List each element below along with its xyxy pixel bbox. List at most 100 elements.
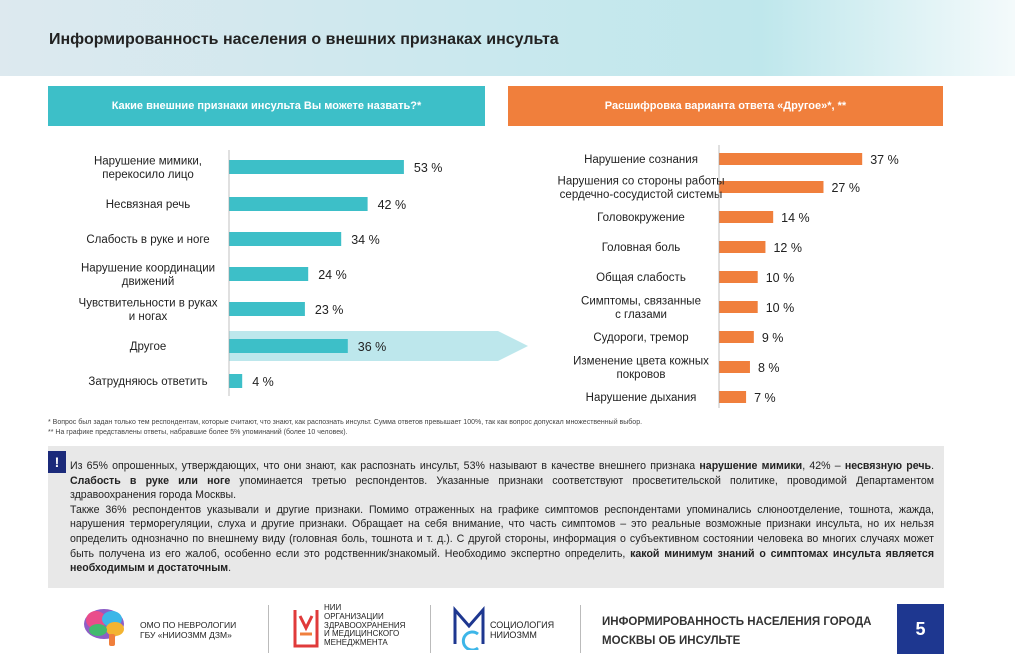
footer-org-1-line: ОМО ПО НЕВРОЛОГИИ bbox=[140, 620, 237, 630]
left-bar bbox=[229, 339, 348, 353]
right-bar-value: 12 % bbox=[773, 241, 802, 255]
right-bar-value: 10 % bbox=[766, 271, 795, 285]
note-bold-speech: несвязную речь bbox=[844, 460, 932, 472]
footer-org-2-line: НИИ bbox=[324, 603, 342, 612]
footer-org-1-line: ГБУ «НИИОЗММ ДЗМ» bbox=[140, 630, 232, 640]
footnote-1: * Вопрос был задан только тем респондент… bbox=[48, 419, 643, 426]
nii-logo-icon bbox=[293, 610, 319, 648]
exclamation-icon: ! bbox=[48, 451, 66, 473]
right-bar-value: 10 % bbox=[766, 301, 795, 315]
left-bar-label: движений bbox=[122, 276, 175, 288]
right-bar-label: Нарушения со стороны работы bbox=[558, 175, 725, 187]
right-bar-value: 7 % bbox=[754, 391, 776, 405]
footer-org-2: НИИ ОРГАНИЗАЦИИ ЗДРАВООХРАНЕНИЯ И МЕДИЦИ… bbox=[324, 603, 406, 648]
footer-org-2-line: МЕНЕДЖМЕНТА bbox=[324, 638, 388, 648]
footer-title-line: Информированность населения города bbox=[602, 616, 872, 628]
right-bar bbox=[719, 301, 758, 313]
footnote-2: ** На графике представлены ответы, набра… bbox=[48, 428, 348, 436]
right-bar-label: с глазами bbox=[615, 309, 667, 321]
footer-title: Информированность населения города Москв… bbox=[602, 613, 871, 651]
note-text-span: . bbox=[931, 460, 935, 472]
note-paragraph-1: Из 65% опрошенных, утверждающих, что они… bbox=[70, 459, 934, 503]
note-text: Из 65% опрошенных, утверждающих, что они… bbox=[70, 459, 934, 576]
right-bar-label: Изменение цвета кожных bbox=[573, 355, 709, 367]
right-bar-label: Судороги, тремор bbox=[593, 332, 688, 344]
left-bar-value: 24 % bbox=[318, 268, 347, 282]
left-bar-label: Другое bbox=[130, 341, 167, 353]
right-bar-label: покровов bbox=[617, 369, 666, 381]
charts-canvas: 53 % Нарушение мимики, перекосило лицо 42 %… bbox=[79, 145, 899, 408]
brain-logo-icon bbox=[84, 609, 124, 646]
note-bold-facial: нарушение мимики bbox=[699, 460, 803, 472]
page-title: Информированность населения о внешних пр… bbox=[49, 31, 559, 48]
left-bar-label: Несвязная речь bbox=[106, 199, 191, 211]
right-bar bbox=[719, 271, 758, 283]
note-bold-minimum: какой минимум знаний о симптомах инсульт… bbox=[70, 547, 934, 575]
note-text-span: Из 65% опрошенных, утверждающих, что они… bbox=[70, 460, 700, 472]
right-chart-header: Расшифровка варианта ответа «Другое»*, *… bbox=[508, 86, 943, 126]
title-band bbox=[0, 0, 1015, 76]
right-bar-value: 9 % bbox=[762, 331, 784, 345]
left-bar-value: 36 % bbox=[358, 340, 387, 354]
footer-org-2-line: ОРГАНИЗАЦИИ bbox=[324, 611, 384, 621]
page-number: 5 bbox=[897, 604, 944, 654]
right-bar bbox=[719, 391, 747, 403]
sociology-logo-icon bbox=[453, 606, 485, 650]
right-bar-label: Нарушение дыхания bbox=[586, 392, 697, 404]
footnotes: * Вопрос был задан только тем респондент… bbox=[48, 418, 642, 437]
left-bar-value: 53 % bbox=[414, 161, 443, 175]
right-bar bbox=[719, 181, 824, 193]
footer-org-2-line: И МЕДИЦИНСКОГО bbox=[324, 629, 400, 639]
left-bar-label: Нарушение мимики, bbox=[94, 155, 202, 167]
footer-org-2-line: ЗДРАВООХРАНЕНИЯ bbox=[324, 620, 406, 630]
right-bar-label: сердечно-сосудистой системы bbox=[560, 189, 723, 201]
footer-org-3-line: СОЦИОЛОГИЯ bbox=[490, 620, 555, 630]
footer-org-1: ОМО ПО НЕВРОЛОГИИ ГБУ «НИИОЗММ ДЗМ» bbox=[140, 620, 236, 640]
right-bar bbox=[719, 241, 766, 253]
right-bar bbox=[719, 361, 750, 373]
note-text-span: Также 36% респондентов указывали и други… bbox=[70, 503, 934, 560]
left-bar-label: перекосило лицо bbox=[102, 169, 194, 181]
note-text-span: , 42% – bbox=[802, 460, 845, 472]
right-bar bbox=[719, 331, 754, 343]
right-bar-value: 37 % bbox=[870, 153, 899, 167]
left-bar-label: Затрудняюсь ответить bbox=[88, 376, 207, 388]
footer-org-3-line: НИИОЗММ bbox=[490, 630, 537, 640]
right-bar-label: Головная боль bbox=[602, 242, 681, 254]
note-box bbox=[48, 446, 944, 588]
left-bar-value: 34 % bbox=[351, 233, 380, 247]
left-bar bbox=[229, 302, 305, 316]
left-bar-value: 42 % bbox=[378, 198, 407, 212]
note-text-span: упоминается третью респондентов. Указанн… bbox=[70, 474, 934, 502]
footer-org-3: СОЦИОЛОГИЯ НИИОЗММ bbox=[490, 620, 554, 640]
right-bar-value: 27 % bbox=[831, 181, 860, 195]
left-bar-value: 23 % bbox=[315, 303, 344, 317]
left-bar-value: 4 % bbox=[252, 375, 274, 389]
left-bar bbox=[229, 197, 368, 211]
note-text-span: . bbox=[228, 562, 232, 575]
highlight-arrow bbox=[229, 331, 528, 361]
footer-divider bbox=[430, 605, 431, 653]
left-bar bbox=[229, 267, 309, 281]
left-bar-label: Слабость в руке и ноге bbox=[86, 234, 209, 246]
left-chart-header: Какие внешние признаки инсульта Вы может… bbox=[48, 86, 485, 126]
right-bar bbox=[719, 153, 863, 165]
footer-divider bbox=[268, 605, 269, 653]
left-bar-label: Чувствительности в руках bbox=[79, 297, 218, 309]
footer-title-line: Москвы об инсульте bbox=[602, 635, 741, 647]
right-bar-value: 14 % bbox=[781, 211, 810, 225]
right-bar-label: Общая слабость bbox=[596, 272, 686, 284]
left-bar bbox=[229, 160, 404, 174]
right-bar-value: 8 % bbox=[758, 361, 780, 375]
left-bar-label: и ногах bbox=[129, 311, 168, 323]
note-paragraph-2: Также 36% респондентов указывали и други… bbox=[70, 503, 934, 576]
left-bar-label: Нарушение координации bbox=[81, 262, 215, 274]
left-bar bbox=[229, 374, 243, 388]
right-bar-label: Головокружение bbox=[597, 212, 685, 224]
right-bar bbox=[719, 211, 774, 223]
right-bar-label: Симптомы, связанные bbox=[581, 295, 701, 307]
right-bar-label: Нарушение сознания bbox=[584, 154, 698, 166]
left-bar bbox=[229, 232, 342, 246]
footer-divider bbox=[580, 605, 581, 653]
note-bold-weakness: Слабость в руке или ноге bbox=[70, 474, 231, 487]
